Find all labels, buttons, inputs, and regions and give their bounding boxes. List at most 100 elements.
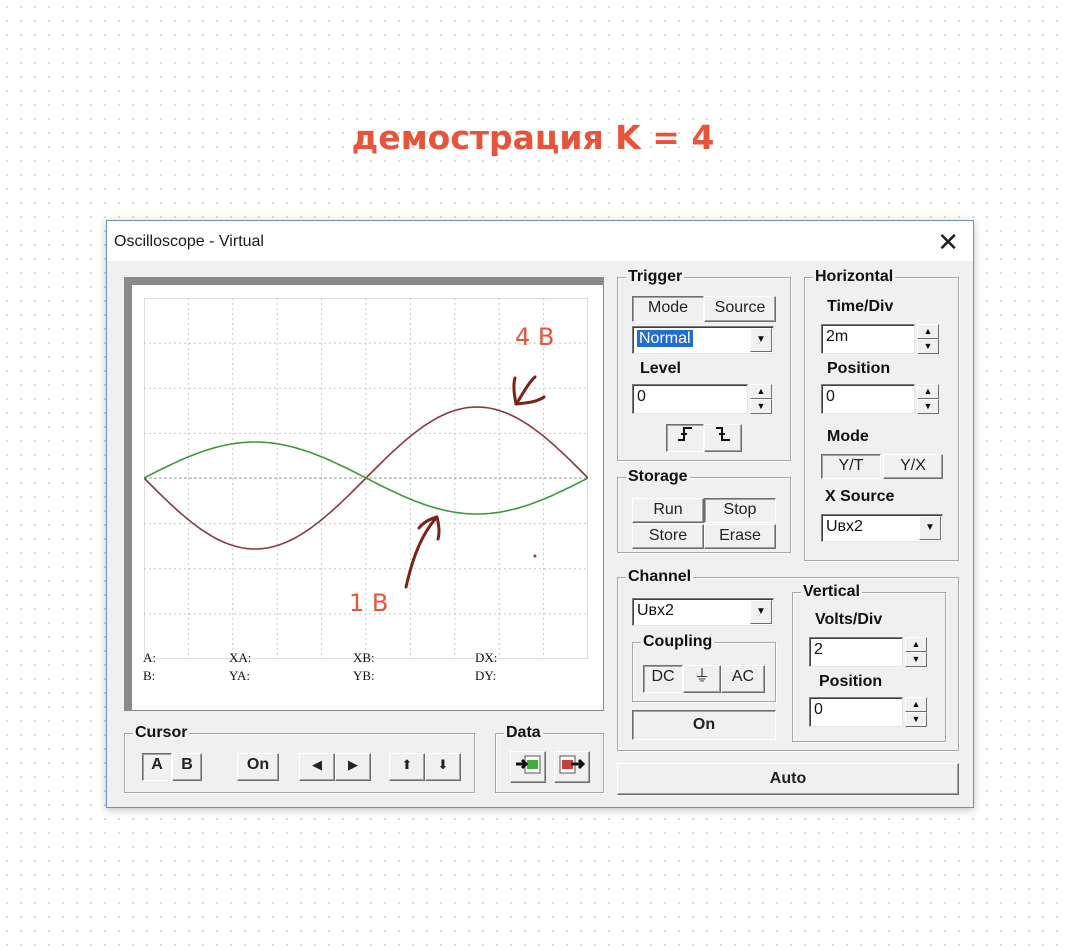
cursor-b-button[interactable]: B xyxy=(172,753,202,781)
v-position-label: Position xyxy=(819,673,883,690)
trace-channel-green xyxy=(144,441,588,515)
spin-up-icon[interactable]: ▲ xyxy=(917,324,939,339)
channel-value: Uвх2 xyxy=(637,602,674,619)
annotation-4v: 4 В xyxy=(515,323,555,351)
horizontal-group: Horizontal Time/Div 2m ▲ ▼ Position 0 ▲ … xyxy=(804,268,959,561)
trigger-source-button[interactable]: Source xyxy=(704,296,776,322)
trigger-group: Trigger Mode Source Normal ▼ Level 0 ▲ ▼ xyxy=(617,268,791,461)
window-title: Oscilloscope - Virtual xyxy=(114,233,264,250)
falling-edge-button[interactable] xyxy=(704,424,742,452)
chevron-down-icon[interactable]: ▼ xyxy=(750,328,772,352)
trigger-level-spinner[interactable]: ▲ ▼ xyxy=(750,384,772,414)
cursor-group: Cursor A B On ◀ ▶ ⬆ ⬇ xyxy=(124,724,475,793)
spin-down-icon[interactable]: ▼ xyxy=(905,652,927,667)
rising-edge-button[interactable] xyxy=(666,424,704,452)
readout-xb: XB: xyxy=(353,650,375,665)
channel-label: Channel xyxy=(626,568,694,586)
mode-yx-button[interactable]: Y/X xyxy=(883,454,943,479)
cursor-right-button[interactable]: ▶ xyxy=(335,753,371,781)
vertical-label: Vertical xyxy=(801,583,862,601)
v-position-spinner[interactable]: ▲ ▼ xyxy=(905,697,927,727)
coupling-group: Coupling DC ⏚ AC xyxy=(632,633,776,702)
scope-screen: A: XA: XB: DX: B: YA: YB: DY: xyxy=(124,277,604,711)
volts-div-input[interactable]: 2 xyxy=(809,637,903,667)
spin-down-icon[interactable]: ▼ xyxy=(750,399,772,414)
channel-group: Channel Uвх2 ▼ Coupling DC ⏚ AC On Verti… xyxy=(617,568,959,751)
cursor-a-button[interactable]: A xyxy=(142,753,172,781)
x-source-label: X Source xyxy=(825,488,895,505)
marker-dot xyxy=(533,554,537,558)
cursor-on-button[interactable]: On xyxy=(237,753,279,781)
trigger-mode-button[interactable]: Mode xyxy=(632,296,704,322)
trigger-mode-value: Normal xyxy=(637,330,693,347)
storage-label: Storage xyxy=(626,468,690,486)
rising-edge-icon xyxy=(678,427,692,441)
v-position-input[interactable]: 0 xyxy=(809,697,903,727)
chevron-down-icon[interactable]: ▼ xyxy=(919,516,941,540)
time-div-label: Time/Div xyxy=(827,298,894,315)
falling-edge-icon xyxy=(716,427,730,441)
page-heading: демострация K = 4 xyxy=(351,118,715,157)
trigger-mode-select[interactable]: Normal ▼ xyxy=(632,326,774,354)
trigger-label: Trigger xyxy=(626,268,685,286)
mode-yt-button[interactable]: Y/T xyxy=(821,454,881,479)
screen-bevel xyxy=(125,278,603,710)
channel-select[interactable]: Uвх2 ▼ xyxy=(632,598,774,626)
h-position-input[interactable]: 0 xyxy=(821,384,915,414)
h-position-spinner[interactable]: ▲ ▼ xyxy=(917,384,939,414)
title-bar: Oscilloscope - Virtual ✕ xyxy=(107,221,973,261)
import-data-button[interactable] xyxy=(554,751,590,783)
export-data-icon xyxy=(516,755,541,774)
readout-xa: XA: xyxy=(229,650,252,665)
vertical-group: Vertical Volts/Div 2 ▲ ▼ Position 0 ▲ ▼ xyxy=(792,583,946,742)
coupling-ac-button[interactable]: AC xyxy=(721,665,765,693)
spin-down-icon[interactable]: ▼ xyxy=(905,712,927,727)
coupling-label: Coupling xyxy=(641,633,715,651)
cursor-down-button[interactable]: ⬇ xyxy=(425,753,461,781)
spin-down-icon[interactable]: ▼ xyxy=(917,339,939,354)
auto-button[interactable]: Auto xyxy=(617,763,959,795)
spin-up-icon[interactable]: ▲ xyxy=(750,384,772,399)
readout-ya: YA: xyxy=(229,668,250,683)
export-data-button[interactable] xyxy=(510,751,546,783)
horizontal-label: Horizontal xyxy=(813,268,896,286)
data-label: Data xyxy=(504,724,543,742)
time-div-input[interactable]: 2m xyxy=(821,324,915,354)
cursor-up-button[interactable]: ⬆ xyxy=(389,753,425,781)
oscilloscope-window: Oscilloscope - Virtual ✕ A: XA: XB: DX: … xyxy=(106,220,974,808)
coupling-ground-button[interactable]: ⏚ xyxy=(683,665,721,693)
readout-dx: DX: xyxy=(475,650,498,665)
level-label: Level xyxy=(640,360,681,377)
spin-down-icon[interactable]: ▼ xyxy=(917,399,939,414)
spin-up-icon[interactable]: ▲ xyxy=(905,697,927,712)
coupling-dc-button[interactable]: DC xyxy=(643,665,683,693)
cursor-label: Cursor xyxy=(133,724,190,742)
readout-b: B: xyxy=(143,668,156,683)
close-icon[interactable]: ✕ xyxy=(937,227,959,257)
volts-div-spinner[interactable]: ▲ ▼ xyxy=(905,637,927,667)
x-source-value: Uвх2 xyxy=(826,518,863,535)
time-div-spinner[interactable]: ▲ ▼ xyxy=(917,324,939,354)
readout-yb: YB: xyxy=(353,668,375,683)
h-mode-label: Mode xyxy=(827,428,869,445)
channel-on-button[interactable]: On xyxy=(632,710,776,740)
readout-a: A: xyxy=(143,650,156,665)
readout-dy: DY: xyxy=(475,668,497,683)
annotation-1v: 1 В xyxy=(349,589,389,617)
spin-up-icon[interactable]: ▲ xyxy=(905,637,927,652)
storage-group: Storage Run Stop Store Erase xyxy=(617,468,791,553)
cursor-left-button[interactable]: ◀ xyxy=(299,753,335,781)
chevron-down-icon[interactable]: ▼ xyxy=(750,600,772,624)
spin-up-icon[interactable]: ▲ xyxy=(917,384,939,399)
data-group: Data xyxy=(495,724,604,793)
h-position-label: Position xyxy=(827,360,891,377)
erase-button[interactable]: Erase xyxy=(704,524,776,549)
x-source-select[interactable]: Uвх2 ▼ xyxy=(821,514,943,542)
import-data-icon xyxy=(559,755,586,774)
trigger-level-input[interactable]: 0 xyxy=(632,384,748,414)
stop-button[interactable]: Stop xyxy=(704,498,776,523)
run-button[interactable]: Run xyxy=(632,498,704,523)
volts-div-label: Volts/Div xyxy=(815,611,883,628)
store-button[interactable]: Store xyxy=(632,524,704,549)
scope-graticule xyxy=(144,298,588,659)
